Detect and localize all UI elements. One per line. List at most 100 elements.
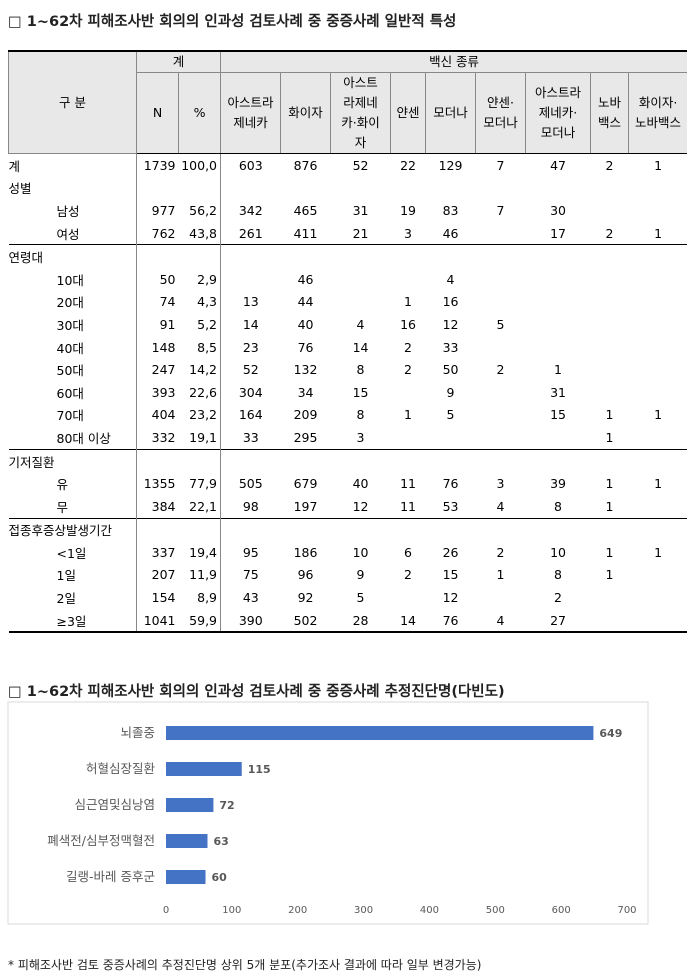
table-cell: 390 [238,612,263,628]
table-cell: 1 [654,157,663,173]
table-cell: 22,1 [178,494,222,518]
row-label: 60대 [8,380,137,404]
row-label: <1일 [8,541,137,564]
table-cell: 1 [605,429,614,445]
table-cell: 92 [297,590,314,606]
table-cell: 43,8 [178,221,222,245]
row-label: 여성 [8,221,137,245]
table-cell: 876 [293,157,318,173]
table-cell: 27 [550,612,566,628]
row-label: 20대 [8,290,137,314]
table-cell: 83 [442,202,459,218]
table-row: 접종후증상발생기간 [8,518,687,542]
row-label: 30대 [8,313,137,336]
table-cell: 21 [352,225,369,241]
table-cell: 2 [605,225,614,241]
table-cell: 2 [404,567,412,583]
table-group: 성별 남성 977 56,2 342 465 31 19 83 7 30 여성 762 43,8 261 41… [8,176,687,245]
table-cell: 52 [242,362,259,378]
table-cell: 76 [297,339,314,355]
bar [166,762,242,776]
x-tick-label: 200 [288,905,307,916]
data-label: 115 [248,763,271,776]
row-label: 2일 [8,586,137,609]
table-cell: 404 [151,407,176,423]
table-cell: 40 [297,316,314,332]
table-cell: 44 [297,294,314,310]
table-cell: 95 [242,544,259,560]
header-cell: 화이자 [280,72,332,154]
table-cell: 47 [550,157,566,173]
table-cell: 19,4 [178,541,222,564]
table-cell: 164 [238,407,263,423]
table-cell: 14 [242,316,259,332]
table-row: 연령대 [8,244,687,268]
table-cell [178,244,222,268]
table-cell: 96 [297,567,314,583]
table-cell: 5 [356,590,365,606]
table-cell: 100,0 [178,153,222,177]
header-cell: 화이자· 노바백스 [628,72,687,154]
table-cell: 2 [605,157,614,173]
table-cell: 59,9 [178,608,222,633]
table-row: 60대 393 22,6 304 34 15 9 31 [8,380,687,404]
table-cell: 98 [242,498,259,514]
table-cell: 17 [550,225,566,241]
table-row: ≥3일 1041 59,9 390 502 28 14 76 4 27 [8,608,687,633]
table-row: 1일 207 11,9 75 96 9 2 15 1 8 1 [8,563,687,587]
table-row: 여성 762 43,8 261 411 21 3 46 17 2 1 [8,221,687,245]
table-cell: 4 [496,612,505,628]
table-cell: 31 [550,384,566,400]
table-cell: 74 [159,294,176,310]
table-cell: 209 [293,407,318,423]
row-label: 70대 [8,403,137,427]
table-cell: 12 [442,590,459,606]
table-cell: 1 [605,544,614,560]
table-group: 접종후증상발생기간 <1일 337 19,4 95 186 10 6 26 2 10 1 1 1일 207 1… [8,518,687,633]
row-label: 1일 [8,563,137,587]
table-group: 연령대 10대 50 2,9 46 4 20대 74 4,3 13 44 1 16 30대 91 5,2 14 4… [8,244,687,450]
table-cell: 10 [550,544,566,560]
table-cell: 11,9 [178,563,222,587]
table-cell: 1 [605,498,614,514]
table-cell: 679 [293,476,318,492]
row-label: 유 [8,472,137,495]
table-cell: 15 [442,567,459,583]
table-cell: 3 [356,429,365,445]
table-cell: 1 [654,476,663,492]
table-cell: 1 [496,567,505,583]
table-cell: 2 [496,544,505,560]
row-label: ≥3일 [8,608,137,633]
table-row: 20대 74 4,3 13 44 1 16 [8,290,687,314]
section-title: □ 1~62차 피해조사반 회의의 인과성 검토사례 중 중증사례 일반적 특성 [8,14,457,30]
header-cell: 아스트 라제네 카·화이 자 [330,72,392,154]
table-cell: 7 [496,202,505,218]
table-cell: 14,2 [178,358,222,381]
data-label: 649 [599,727,622,740]
row-label: 10대 [8,267,137,291]
table-cell: 23 [242,339,259,355]
table-cell: 5,2 [178,313,222,336]
y-tick-label: 폐색전/심부정맥혈전 [47,833,155,848]
table-cell: 34 [297,384,314,400]
table-cell: 77,9 [178,472,222,495]
data-label: 63 [213,835,228,848]
table-cell: 4 [356,316,365,332]
table-cell: 23,2 [178,403,222,427]
table-cell: 1 [404,294,412,310]
table-cell: 91 [159,316,176,332]
table-cell: 14 [400,612,416,628]
table-group: 기저질환 유 1355 77,9 505 679 40 11 76 3 39 1 1 무 384 22,1 98… [8,449,687,518]
table-cell: 15 [352,384,369,400]
y-tick-label: 허혈심장질환 [86,761,156,776]
header-cell: 노바 백스 [590,72,630,154]
table-cell: 148 [151,339,176,355]
header-cell: 모더나 [425,72,477,154]
table-cell: 1 [605,407,614,423]
table-cell: 12 [442,316,459,332]
table-cell: 129 [438,157,463,173]
row-label: 계 [8,153,137,177]
table-cell: 1 [605,476,614,492]
table-cell: 304 [238,384,263,400]
header-cell: % [177,72,222,154]
